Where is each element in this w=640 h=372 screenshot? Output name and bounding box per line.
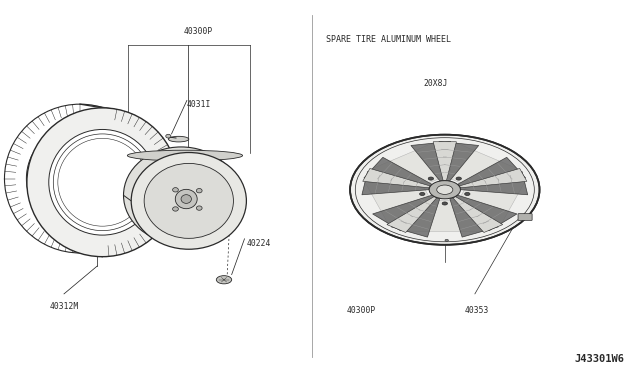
Text: 20X8J: 20X8J [423, 79, 447, 88]
Text: 40224: 40224 [246, 239, 271, 248]
Text: 40353: 40353 [465, 306, 489, 315]
Circle shape [429, 181, 460, 199]
Ellipse shape [144, 163, 234, 238]
Polygon shape [454, 195, 517, 231]
Circle shape [456, 177, 461, 180]
Polygon shape [411, 141, 451, 181]
Polygon shape [460, 182, 525, 224]
Ellipse shape [27, 108, 178, 257]
Ellipse shape [131, 153, 246, 249]
Polygon shape [406, 201, 483, 231]
Polygon shape [460, 169, 527, 188]
Circle shape [445, 239, 449, 241]
FancyBboxPatch shape [518, 214, 532, 220]
Ellipse shape [216, 276, 232, 284]
Polygon shape [372, 143, 441, 184]
Polygon shape [391, 198, 440, 237]
Text: 40300P: 40300P [184, 27, 213, 36]
Polygon shape [439, 141, 479, 181]
Polygon shape [365, 182, 430, 224]
Ellipse shape [166, 134, 171, 138]
Polygon shape [458, 157, 525, 186]
Ellipse shape [175, 189, 197, 209]
Text: 4031I: 4031I [187, 100, 211, 109]
Text: 40312M: 40312M [49, 302, 79, 311]
Polygon shape [460, 171, 528, 195]
Polygon shape [450, 198, 499, 237]
Ellipse shape [173, 207, 179, 211]
Polygon shape [362, 171, 429, 195]
Circle shape [420, 192, 425, 196]
Circle shape [436, 185, 453, 195]
Circle shape [465, 192, 470, 196]
Polygon shape [363, 169, 430, 188]
Ellipse shape [168, 136, 189, 142]
Circle shape [428, 177, 433, 180]
Polygon shape [387, 197, 436, 232]
Circle shape [442, 202, 447, 205]
Ellipse shape [173, 187, 179, 192]
Ellipse shape [127, 150, 243, 161]
Ellipse shape [181, 195, 191, 203]
Text: SPARE TIRE ALUMINUM WHEEL: SPARE TIRE ALUMINUM WHEEL [326, 35, 451, 44]
Ellipse shape [49, 129, 156, 235]
Polygon shape [453, 197, 502, 232]
Text: J43301W6: J43301W6 [574, 354, 624, 364]
Circle shape [350, 135, 540, 245]
Ellipse shape [196, 189, 202, 193]
Polygon shape [364, 157, 432, 186]
Polygon shape [372, 195, 435, 231]
Polygon shape [449, 143, 518, 184]
Text: 40300P: 40300P [347, 306, 376, 315]
Ellipse shape [196, 206, 202, 210]
Ellipse shape [124, 147, 239, 244]
Polygon shape [433, 142, 456, 180]
